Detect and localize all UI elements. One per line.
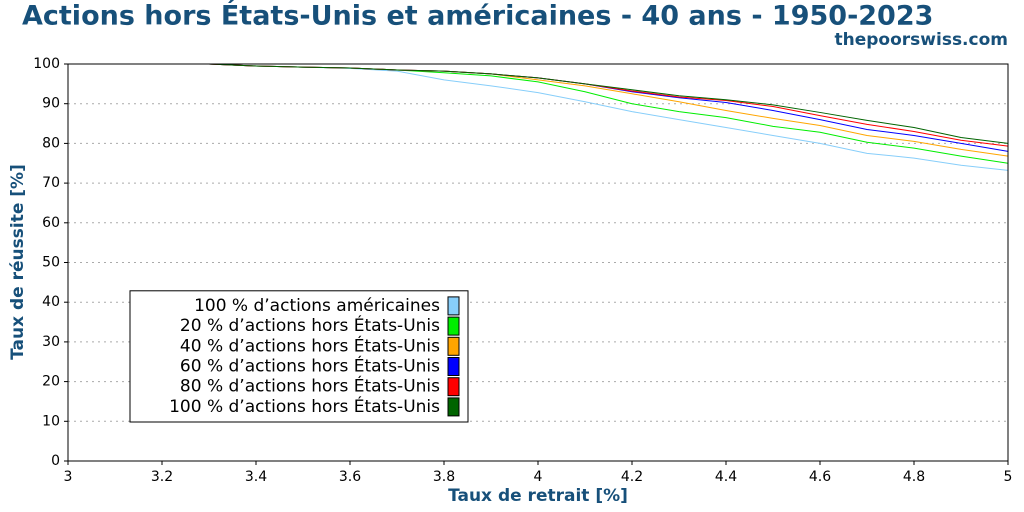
- y-tick-label: 20: [42, 374, 60, 390]
- x-tick-label: 5: [1004, 469, 1013, 485]
- legend-box: [129, 290, 469, 423]
- y-tick-label: 40: [42, 294, 60, 310]
- x-tick-label: 3.2: [151, 469, 173, 485]
- legend-swatch: [447, 336, 460, 356]
- x-tick-label: 4.4: [715, 469, 737, 485]
- plot-frame: [67, 63, 1009, 462]
- series-line: [68, 63, 1009, 152]
- legend-swatch: [447, 316, 460, 336]
- legend-label: 20 % d’actions hors États-Unis: [180, 314, 440, 336]
- x-tick-label: 3: [64, 469, 73, 485]
- legend-label: 40 % d’actions hors États-Unis: [180, 334, 440, 356]
- chart-title: Actions hors États-Unis et américaines -…: [22, 0, 933, 32]
- series-line: [68, 63, 1009, 144]
- y-tick-label: 100: [33, 56, 60, 72]
- y-tick-label: 60: [42, 215, 60, 231]
- y-tick-label: 0: [51, 453, 60, 469]
- series-line: [68, 63, 1009, 164]
- legend-swatch: [447, 296, 460, 316]
- legend-label: 100 % d’actions hors États-Unis: [169, 395, 440, 417]
- x-tick-label: 3.4: [245, 469, 267, 485]
- series-line: [68, 63, 1009, 147]
- x-tick-label: 3.6: [339, 469, 361, 485]
- chart-subtitle: thepoorswiss.com: [835, 30, 1009, 50]
- y-tick-label: 70: [42, 175, 60, 191]
- x-tick-label: 4.8: [903, 469, 925, 485]
- y-axis-label: Taux de réussite [%]: [8, 164, 28, 360]
- legend-swatch: [447, 377, 460, 397]
- x-tick-label: 4.2: [621, 469, 643, 485]
- legend-label: 60 % d’actions hors États-Unis: [180, 355, 440, 377]
- x-tick-label: 3.8: [433, 469, 455, 485]
- x-axis-label: Taux de retrait [%]: [448, 486, 628, 506]
- y-tick-label: 30: [42, 334, 60, 350]
- x-tick-label: 4: [534, 469, 543, 485]
- x-tick-label: 4.6: [809, 469, 831, 485]
- y-tick-label: 80: [42, 135, 60, 151]
- y-tick-label: 50: [42, 255, 60, 271]
- y-tick-label: 10: [42, 413, 60, 429]
- legend-swatch: [447, 397, 460, 417]
- legend-label: 80 % d’actions hors États-Unis: [180, 375, 440, 397]
- legend-swatch: [447, 357, 460, 376]
- legend-label: 100 % d’actions américaines: [194, 296, 440, 316]
- y-tick-label: 90: [42, 96, 60, 112]
